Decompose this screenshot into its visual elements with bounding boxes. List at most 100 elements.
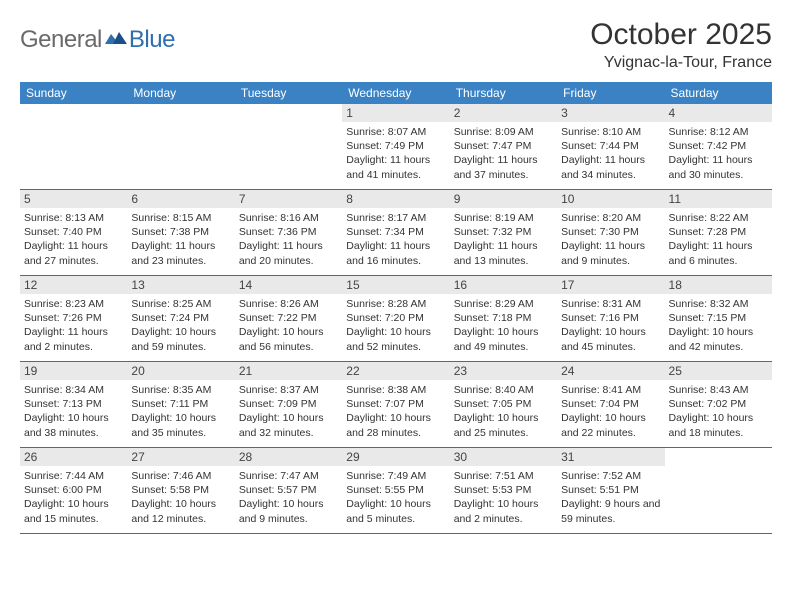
day-info: Sunrise: 8:31 AMSunset: 7:16 PMDaylight:…	[561, 297, 660, 354]
day-number: 19	[20, 362, 127, 380]
day-number: 22	[342, 362, 449, 380]
week-row: 26 Sunrise: 7:44 AMSunset: 6:00 PMDayligh…	[20, 448, 772, 534]
day-number: 23	[450, 362, 557, 380]
day-number: 14	[235, 276, 342, 294]
day-info: Sunrise: 8:41 AMSunset: 7:04 PMDaylight:…	[561, 383, 660, 440]
day-number: 5	[20, 190, 127, 208]
header: General Blue October 2025 Yvignac-la-Tou…	[20, 18, 772, 72]
weekday-header: Thursday	[450, 82, 557, 104]
day-cell: 15 Sunrise: 8:28 AMSunset: 7:20 PMDayligh…	[342, 276, 449, 361]
day-info: Sunrise: 8:16 AMSunset: 7:36 PMDaylight:…	[239, 211, 338, 268]
day-number: 9	[450, 190, 557, 208]
day-cell: 2 Sunrise: 8:09 AMSunset: 7:47 PMDaylight…	[450, 104, 557, 189]
calendar-page: General Blue October 2025 Yvignac-la-Tou…	[0, 0, 792, 544]
day-info: Sunrise: 8:37 AMSunset: 7:09 PMDaylight:…	[239, 383, 338, 440]
day-number: 10	[557, 190, 664, 208]
day-number: 4	[665, 104, 772, 122]
day-cell	[235, 104, 342, 189]
day-cell: 28 Sunrise: 7:47 AMSunset: 5:57 PMDayligh…	[235, 448, 342, 533]
day-number: 13	[127, 276, 234, 294]
day-info: Sunrise: 7:51 AMSunset: 5:53 PMDaylight:…	[454, 469, 553, 526]
day-cell	[20, 104, 127, 189]
day-cell: 30Sunrise: 7:51 AMSunset: 5:53 PMDayligh…	[450, 448, 557, 533]
day-info: Sunrise: 7:46 AMSunset: 5:58 PMDaylight:…	[131, 469, 230, 526]
week-row: 5 Sunrise: 8:13 AMSunset: 7:40 PMDaylight…	[20, 190, 772, 276]
day-info: Sunrise: 8:13 AMSunset: 7:40 PMDaylight:…	[24, 211, 123, 268]
day-cell: 14 Sunrise: 8:26 AMSunset: 7:22 PMDayligh…	[235, 276, 342, 361]
day-number: 26	[20, 448, 127, 466]
weekday-header: Tuesday	[235, 82, 342, 104]
day-info: Sunrise: 8:29 AMSunset: 7:18 PMDaylight:…	[454, 297, 553, 354]
day-number: 6	[127, 190, 234, 208]
day-info: Sunrise: 8:17 AMSunset: 7:34 PMDaylight:…	[346, 211, 445, 268]
day-number: 2	[450, 104, 557, 122]
page-title: October 2025	[590, 18, 772, 52]
day-number: 27	[127, 448, 234, 466]
day-number: 8	[342, 190, 449, 208]
day-number: 7	[235, 190, 342, 208]
day-info: Sunrise: 8:26 AMSunset: 7:22 PMDaylight:…	[239, 297, 338, 354]
day-cell: 9Sunrise: 8:19 AMSunset: 7:32 PMDaylight…	[450, 190, 557, 275]
weekday-header: Monday	[127, 82, 234, 104]
day-number: 11	[665, 190, 772, 208]
day-info: Sunrise: 8:15 AMSunset: 7:38 PMDaylight:…	[131, 211, 230, 268]
day-number: 21	[235, 362, 342, 380]
day-info: Sunrise: 8:07 AMSunset: 7:49 PMDaylight:…	[346, 125, 445, 182]
day-cell: 29Sunrise: 7:49 AMSunset: 5:55 PMDayligh…	[342, 448, 449, 533]
day-info: Sunrise: 8:34 AMSunset: 7:13 PMDaylight:…	[24, 383, 123, 440]
day-cell: 27 Sunrise: 7:46 AMSunset: 5:58 PMDayligh…	[127, 448, 234, 533]
week-row: 12 Sunrise: 8:23 AMSunset: 7:26 PMDayligh…	[20, 276, 772, 362]
day-number: 20	[127, 362, 234, 380]
day-cell: 12 Sunrise: 8:23 AMSunset: 7:26 PMDayligh…	[20, 276, 127, 361]
day-info: Sunrise: 8:23 AMSunset: 7:26 PMDaylight:…	[24, 297, 123, 354]
day-info: Sunrise: 8:28 AMSunset: 7:20 PMDaylight:…	[346, 297, 445, 354]
title-block: October 2025 Yvignac-la-Tour, France	[590, 18, 772, 72]
logo-text-general: General	[20, 26, 102, 54]
day-number: 1	[342, 104, 449, 122]
day-info: Sunrise: 8:22 AMSunset: 7:28 PMDaylight:…	[669, 211, 768, 268]
day-info: Sunrise: 8:12 AMSunset: 7:42 PMDaylight:…	[669, 125, 768, 182]
day-info: Sunrise: 7:44 AMSunset: 6:00 PMDaylight:…	[24, 469, 123, 526]
day-number: 24	[557, 362, 664, 380]
day-info: Sunrise: 8:20 AMSunset: 7:30 PMDaylight:…	[561, 211, 660, 268]
day-info: Sunrise: 7:52 AMSunset: 5:51 PMDaylight:…	[561, 469, 660, 526]
day-info: Sunrise: 8:43 AMSunset: 7:02 PMDaylight:…	[669, 383, 768, 440]
day-cell: 13 Sunrise: 8:25 AMSunset: 7:24 PMDayligh…	[127, 276, 234, 361]
day-info: Sunrise: 8:40 AMSunset: 7:05 PMDaylight:…	[454, 383, 553, 440]
day-number: 15	[342, 276, 449, 294]
day-cell: 5 Sunrise: 8:13 AMSunset: 7:40 PMDaylight…	[20, 190, 127, 275]
day-cell: 25 Sunrise: 8:43 AMSunset: 7:02 PMDayligh…	[665, 362, 772, 447]
weekday-header: Sunday	[20, 82, 127, 104]
day-cell: 24 Sunrise: 8:41 AMSunset: 7:04 PMDayligh…	[557, 362, 664, 447]
day-number: 3	[557, 104, 664, 122]
logo: General Blue	[20, 26, 175, 54]
day-cell: 19 Sunrise: 8:34 AMSunset: 7:13 PMDayligh…	[20, 362, 127, 447]
location-label: Yvignac-la-Tour, France	[590, 54, 772, 72]
day-number: 12	[20, 276, 127, 294]
weekday-header: Friday	[557, 82, 664, 104]
day-cell	[127, 104, 234, 189]
day-info: Sunrise: 7:47 AMSunset: 5:57 PMDaylight:…	[239, 469, 338, 526]
day-number: 28	[235, 448, 342, 466]
week-row: 1 Sunrise: 8:07 AMSunset: 7:49 PMDaylight…	[20, 104, 772, 190]
day-info: Sunrise: 8:10 AMSunset: 7:44 PMDaylight:…	[561, 125, 660, 182]
calendar: SundayMondayTuesdayWednesdayThursdayFrid…	[20, 82, 772, 534]
day-number: 17	[557, 276, 664, 294]
day-info: Sunrise: 8:09 AMSunset: 7:47 PMDaylight:…	[454, 125, 553, 182]
day-cell: 7 Sunrise: 8:16 AMSunset: 7:36 PMDaylight…	[235, 190, 342, 275]
day-number: 18	[665, 276, 772, 294]
weekday-header: Saturday	[665, 82, 772, 104]
day-cell: 1 Sunrise: 8:07 AMSunset: 7:49 PMDaylight…	[342, 104, 449, 189]
day-cell: 26 Sunrise: 7:44 AMSunset: 6:00 PMDayligh…	[20, 448, 127, 533]
day-cell: 17 Sunrise: 8:31 AMSunset: 7:16 PMDayligh…	[557, 276, 664, 361]
day-number: 25	[665, 362, 772, 380]
day-cell: 6 Sunrise: 8:15 AMSunset: 7:38 PMDaylight…	[127, 190, 234, 275]
day-cell: 4 Sunrise: 8:12 AMSunset: 7:42 PMDaylight…	[665, 104, 772, 189]
day-info: Sunrise: 8:25 AMSunset: 7:24 PMDaylight:…	[131, 297, 230, 354]
week-row: 19 Sunrise: 8:34 AMSunset: 7:13 PMDayligh…	[20, 362, 772, 448]
day-number: 16	[450, 276, 557, 294]
weekday-header-row: SundayMondayTuesdayWednesdayThursdayFrid…	[20, 82, 772, 104]
day-cell: 8 Sunrise: 8:17 AMSunset: 7:34 PMDaylight…	[342, 190, 449, 275]
day-cell	[665, 448, 772, 533]
day-cell: 16 Sunrise: 8:29 AMSunset: 7:18 PMDayligh…	[450, 276, 557, 361]
